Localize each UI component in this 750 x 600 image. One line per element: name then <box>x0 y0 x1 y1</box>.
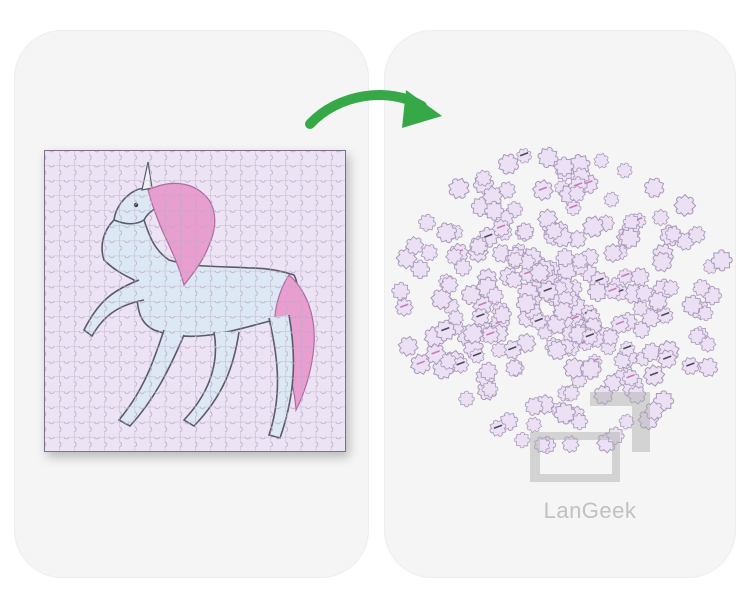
watermark-brand-text: LanGeek <box>543 498 637 523</box>
piece-detail <box>543 287 552 292</box>
puzzle-piece <box>590 150 612 172</box>
piece-detail <box>519 152 529 157</box>
puzzle-piece <box>528 175 558 206</box>
scattered-puzzle-pieces-image <box>390 144 734 458</box>
piece-detail <box>608 287 617 292</box>
puzzle-piece <box>458 390 475 408</box>
piece-detail <box>484 233 493 239</box>
puzzle-piece <box>614 160 635 181</box>
puzzle-piece <box>710 249 734 272</box>
puzzle-piece <box>678 353 703 379</box>
piece-detail <box>493 424 503 430</box>
puzzle-piece <box>586 280 609 303</box>
piece-detail <box>660 311 670 317</box>
puzzle-piece <box>416 212 438 234</box>
piece-detail <box>431 350 440 355</box>
puzzle-piece <box>514 146 534 166</box>
puzzle-piece <box>601 190 621 210</box>
puzzle-grid <box>44 150 346 452</box>
piece-detail <box>496 224 506 229</box>
piece-detail <box>534 317 543 323</box>
piece-detail <box>595 277 604 282</box>
piece-detail <box>416 360 425 365</box>
piece-detail <box>399 303 409 309</box>
puzzle-piece <box>483 200 505 221</box>
langeek-logo-icon <box>530 392 650 482</box>
watermark: LanGeek <box>520 372 660 542</box>
puzzle-piece <box>444 173 474 204</box>
piece-detail <box>476 313 485 318</box>
puzzle-piece <box>555 247 575 268</box>
piece-detail <box>441 326 450 332</box>
piece-detail <box>649 371 659 377</box>
piece-detail <box>478 301 487 307</box>
puzzle-piece <box>410 259 431 280</box>
piece-detail <box>615 320 625 326</box>
piece-detail <box>621 272 630 278</box>
piece-detail <box>573 182 583 187</box>
piece-detail <box>456 361 465 366</box>
piece-detail <box>472 352 482 357</box>
piece-detail <box>486 331 495 336</box>
piece-detail <box>686 362 695 367</box>
piece-detail <box>662 355 672 360</box>
completed-puzzle-image <box>44 150 346 452</box>
puzzle-piece <box>391 294 418 321</box>
puzzle-piece <box>390 281 411 302</box>
piece-detail <box>569 204 578 209</box>
piece-detail <box>508 345 517 351</box>
puzzle-piece <box>481 380 499 399</box>
curved-arrow-icon <box>305 90 442 129</box>
puzzle-piece <box>640 174 668 202</box>
piece-detail <box>538 186 548 191</box>
puzzle-piece <box>669 190 701 221</box>
puzzle-piece <box>695 354 721 380</box>
piece-detail <box>585 333 595 338</box>
puzzle-piece <box>617 268 634 285</box>
piece-detail <box>626 373 635 379</box>
piece-detail <box>623 345 632 350</box>
puzzle-piece <box>433 219 460 246</box>
